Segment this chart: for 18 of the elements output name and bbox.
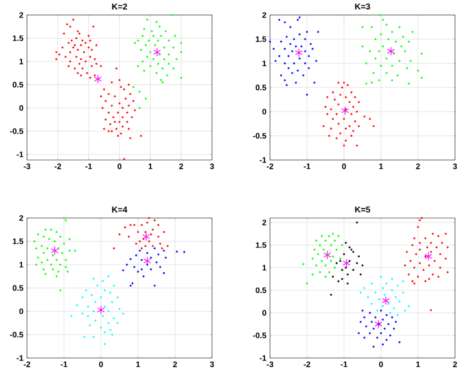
point xyxy=(382,296,390,306)
chart-title: K=4 xyxy=(112,206,128,212)
point xyxy=(97,306,105,314)
chart-title: K=5 xyxy=(355,206,370,212)
point xyxy=(94,74,102,84)
point xyxy=(50,246,59,256)
point xyxy=(142,232,150,242)
chart-title: K=3 xyxy=(355,4,370,10)
point xyxy=(424,252,432,261)
point xyxy=(143,256,152,266)
point xyxy=(342,258,350,268)
point xyxy=(295,48,303,58)
point xyxy=(341,106,349,116)
point xyxy=(153,48,161,57)
point xyxy=(324,250,332,260)
point xyxy=(374,320,382,329)
chart-title: K=2 xyxy=(112,4,128,10)
point xyxy=(387,46,395,56)
